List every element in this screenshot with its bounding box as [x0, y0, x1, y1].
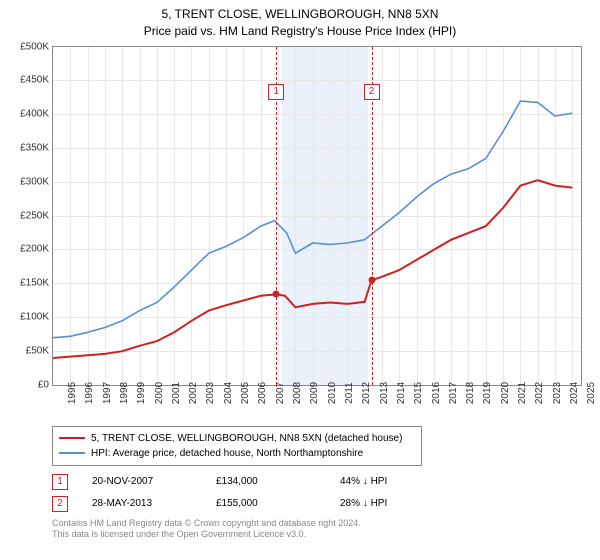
x-tick-label: 2016 [431, 381, 442, 403]
chart-title-2: Price paid vs. HM Land Registry's House … [10, 23, 590, 40]
x-tick-label: 2020 [500, 381, 511, 403]
x-tick-label: 2012 [361, 381, 372, 403]
y-tick-label: £350K [20, 142, 53, 153]
event-dot-1 [273, 291, 280, 298]
x-tick-label: 2025 [586, 381, 597, 403]
y-tick-label: £50K [26, 345, 53, 356]
x-tick-label: 2004 [223, 381, 234, 403]
event-delta: 44% ↓ HPI [340, 476, 440, 487]
chart-title-1: 5, TRENT CLOSE, WELLINGBOROUGH, NN8 5XN [10, 6, 590, 23]
event-delta: 28% ↓ HPI [340, 498, 440, 509]
x-tick-label: 2009 [309, 381, 320, 403]
event-date: 20-NOV-2007 [92, 476, 192, 487]
event-table: 1 20-NOV-2007 £134,000 44% ↓ HPI 2 28-MAY-201… [52, 474, 590, 512]
event-row: 2 28-MAY-2013 £155,000 28% ↓ HPI [52, 496, 590, 512]
event-row: 1 20-NOV-2007 £134,000 44% ↓ HPI [52, 474, 590, 490]
x-tick-label: 2019 [482, 381, 493, 403]
x-tick-label: 2022 [534, 381, 545, 403]
footnote-line-1: Contains HM Land Registry data © Crown c… [52, 518, 590, 530]
legend-item: HPI: Average price, detached house, Nort… [59, 446, 415, 461]
legend-label: 5, TRENT CLOSE, WELLINGBOROUGH, NN8 5XN … [91, 431, 402, 446]
x-tick-label: 1998 [119, 381, 130, 403]
x-tick-label: 1999 [136, 381, 147, 403]
plot-area: £0£50K£100K£150K£200K£250K£300K£350K£400… [52, 46, 582, 386]
series-price-paid [53, 180, 572, 358]
legend-item: 5, TRENT CLOSE, WELLINGBOROUGH, NN8 5XN … [59, 431, 415, 446]
x-tick-label: 2007 [275, 381, 286, 403]
x-tick-label: 1996 [84, 381, 95, 403]
y-tick-label: £100K [20, 311, 53, 322]
event-dot-2 [368, 276, 375, 283]
x-tick-label: 2015 [413, 381, 424, 403]
x-tick-label: 2011 [344, 382, 355, 404]
event-price: £134,000 [216, 476, 316, 487]
x-tick-label: 2013 [379, 381, 390, 403]
x-tick-label: 2018 [465, 381, 476, 403]
x-tick-label: 1997 [102, 381, 113, 403]
x-tick-label: 2024 [569, 381, 580, 403]
y-tick-label: £300K [20, 176, 53, 187]
x-tick-label: 2023 [552, 381, 563, 403]
legend: 5, TRENT CLOSE, WELLINGBOROUGH, NN8 5XN … [52, 426, 422, 466]
x-tick-label: 2005 [240, 381, 251, 403]
footnote-line-2: This data is licensed under the Open Gov… [52, 529, 590, 541]
x-tick-label: 2017 [448, 381, 459, 403]
y-tick-label: £250K [20, 210, 53, 221]
event-row-marker: 2 [52, 496, 68, 512]
y-tick-label: £450K [20, 75, 53, 86]
x-tick-label: 2014 [396, 381, 407, 403]
series-svg [53, 47, 581, 385]
x-tick-label: 2000 [154, 381, 165, 403]
x-tick-label: 2003 [205, 381, 216, 403]
y-tick-label: £400K [20, 109, 53, 120]
legend-swatch [59, 437, 85, 439]
legend-swatch [59, 452, 85, 454]
footnote: Contains HM Land Registry data © Crown c… [52, 518, 590, 541]
legend-label: HPI: Average price, detached house, Nort… [91, 446, 363, 461]
y-tick-label: £150K [20, 278, 53, 289]
event-date: 28-MAY-2013 [92, 498, 192, 509]
y-tick-label: £0 [38, 379, 53, 390]
x-tick-label: 2001 [171, 381, 182, 403]
x-tick-label: 2010 [327, 381, 338, 403]
chart-container: 5, TRENT CLOSE, WELLINGBOROUGH, NN8 5XN … [0, 0, 600, 560]
x-tick-label: 2002 [188, 381, 199, 403]
x-tick-label: 2008 [292, 381, 303, 403]
x-tick-label: 1995 [67, 381, 78, 403]
event-marker-2: 2 [364, 84, 380, 100]
event-row-marker: 1 [52, 474, 68, 490]
x-tick-label: 2006 [257, 381, 268, 403]
event-price: £155,000 [216, 498, 316, 509]
y-tick-label: £200K [20, 244, 53, 255]
series-hpi [53, 101, 572, 338]
y-tick-label: £500K [20, 41, 53, 52]
event-marker-1: 1 [268, 84, 284, 100]
x-tick-label: 2021 [517, 381, 528, 403]
